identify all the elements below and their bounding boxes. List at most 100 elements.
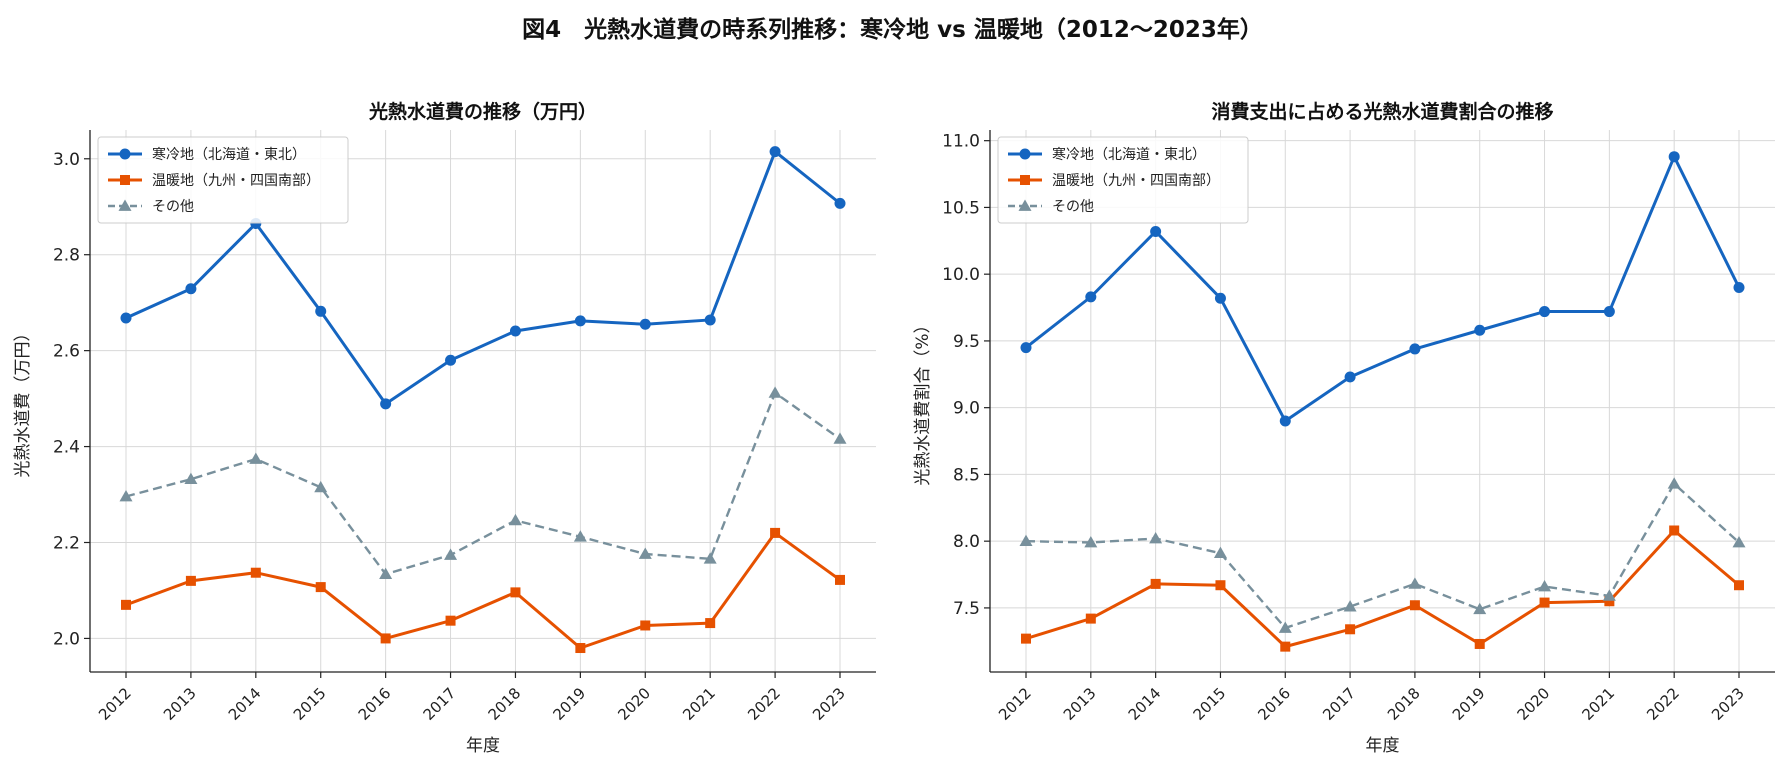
data-point — [379, 567, 393, 580]
y-tick-label: 2.8 — [53, 246, 80, 266]
y-tick-label: 7.5 — [953, 599, 980, 619]
data-point — [184, 472, 198, 485]
x-tick-label: 2018 — [485, 684, 525, 724]
x-tick-label: 2017 — [1319, 684, 1359, 724]
data-point — [1215, 580, 1226, 591]
data-point — [121, 599, 131, 610]
data-point — [1473, 602, 1487, 615]
data-point — [444, 548, 458, 560]
data-point — [834, 197, 846, 209]
data-point — [1344, 371, 1356, 383]
data-point — [380, 633, 391, 644]
legend-swatch-marker — [1020, 175, 1030, 185]
x-tick-label: 2014 — [1125, 684, 1165, 724]
x-tick-label: 2022 — [1643, 684, 1683, 724]
x-tick-label: 2017 — [420, 684, 460, 724]
panel-title: 光熱水道費の推移（万円） — [368, 100, 597, 123]
data-point — [250, 567, 261, 578]
data-point — [1408, 577, 1422, 589]
x-tick-label: 2012 — [95, 684, 135, 724]
x-tick-label: 2014 — [225, 684, 265, 724]
data-point — [1474, 638, 1485, 649]
data-point — [573, 530, 587, 542]
y-tick-label: 10.0 — [942, 265, 980, 285]
data-point — [1669, 525, 1680, 536]
x-tick-label: 2023 — [809, 684, 849, 724]
data-point — [705, 618, 716, 629]
data-point — [1345, 624, 1356, 635]
data-point — [1409, 343, 1421, 355]
data-point — [768, 386, 782, 398]
x-tick-label: 2019 — [1449, 684, 1489, 724]
series-3 — [119, 386, 847, 580]
data-point — [1539, 306, 1551, 318]
y-tick-label: 2.0 — [53, 629, 80, 649]
data-point — [1668, 151, 1680, 163]
legend-box — [97, 136, 349, 224]
panel-title: 消費支出に占める光熱水道費割合の推移 — [1211, 100, 1553, 123]
data-point — [638, 547, 652, 559]
legend-swatch-marker — [1018, 199, 1032, 211]
data-point — [1150, 578, 1161, 589]
y-tick-label: 2.4 — [53, 438, 80, 458]
x-tick-label: 2013 — [1060, 684, 1100, 724]
data-point — [119, 489, 133, 502]
data-point — [1733, 282, 1745, 294]
data-point — [1021, 633, 1031, 644]
data-point — [1667, 477, 1681, 489]
legend-label: 寒冷地（北海道・東北） — [152, 146, 306, 163]
data-point — [1278, 621, 1292, 633]
x-tick-label: 2013 — [160, 684, 200, 724]
legend-label: その他 — [1052, 199, 1094, 215]
data-point — [1213, 546, 1227, 559]
x-tick-label: 2015 — [1190, 684, 1230, 724]
legend-swatch-marker — [119, 148, 131, 160]
data-point — [315, 305, 327, 317]
y-axis-label: 光熱水道費割合（%） — [913, 316, 933, 485]
data-point — [1409, 600, 1420, 611]
data-point — [574, 315, 586, 327]
x-tick-label: 2016 — [355, 684, 395, 724]
series-3 — [1019, 477, 1746, 633]
data-point — [704, 314, 716, 326]
data-point — [1604, 596, 1615, 607]
x-tick-label: 2015 — [290, 684, 330, 724]
series-line — [1025, 155, 1741, 423]
x-tick-label: 2012 — [995, 684, 1035, 724]
chart-panel-1: 2.0 2.2 2.4 2.6 2.8 3.0 2012 2013 2014 2015 2016 20… — [13, 100, 876, 756]
data-point — [770, 527, 781, 538]
x-tick-label: 2016 — [1254, 684, 1294, 724]
data-point — [445, 615, 456, 626]
series-line — [125, 391, 841, 576]
data-point — [1019, 534, 1033, 547]
data-point — [1085, 291, 1097, 303]
series-line — [125, 150, 841, 406]
data-point — [1343, 600, 1357, 612]
data-point — [639, 318, 651, 330]
data-point — [445, 354, 457, 366]
data-point — [1474, 324, 1486, 336]
y-axis-label: 光熱水道費（万円） — [13, 325, 33, 478]
data-point — [185, 575, 196, 586]
data-point — [1084, 536, 1098, 548]
data-point — [1085, 613, 1096, 624]
data-point — [1734, 580, 1744, 591]
x-tick-label: 2023 — [1708, 684, 1748, 724]
data-point — [1214, 292, 1226, 304]
data-point — [120, 312, 132, 324]
x-tick-label: 2018 — [1384, 684, 1424, 724]
data-point — [380, 398, 392, 410]
y-tick-label: 11.0 — [942, 132, 980, 152]
legend-label: 温暖地（九州・四国南部） — [152, 173, 320, 189]
data-point — [769, 146, 781, 158]
legend-swatch-marker — [120, 175, 130, 185]
data-point — [1732, 536, 1746, 548]
data-point — [509, 325, 521, 337]
x-axis-label: 年度 — [466, 736, 500, 756]
y-tick-label: 9.5 — [953, 332, 980, 352]
legend-label: 寒冷地（北海道・東北） — [1052, 146, 1206, 163]
series-2 — [121, 527, 845, 654]
series-2 — [1021, 525, 1744, 652]
